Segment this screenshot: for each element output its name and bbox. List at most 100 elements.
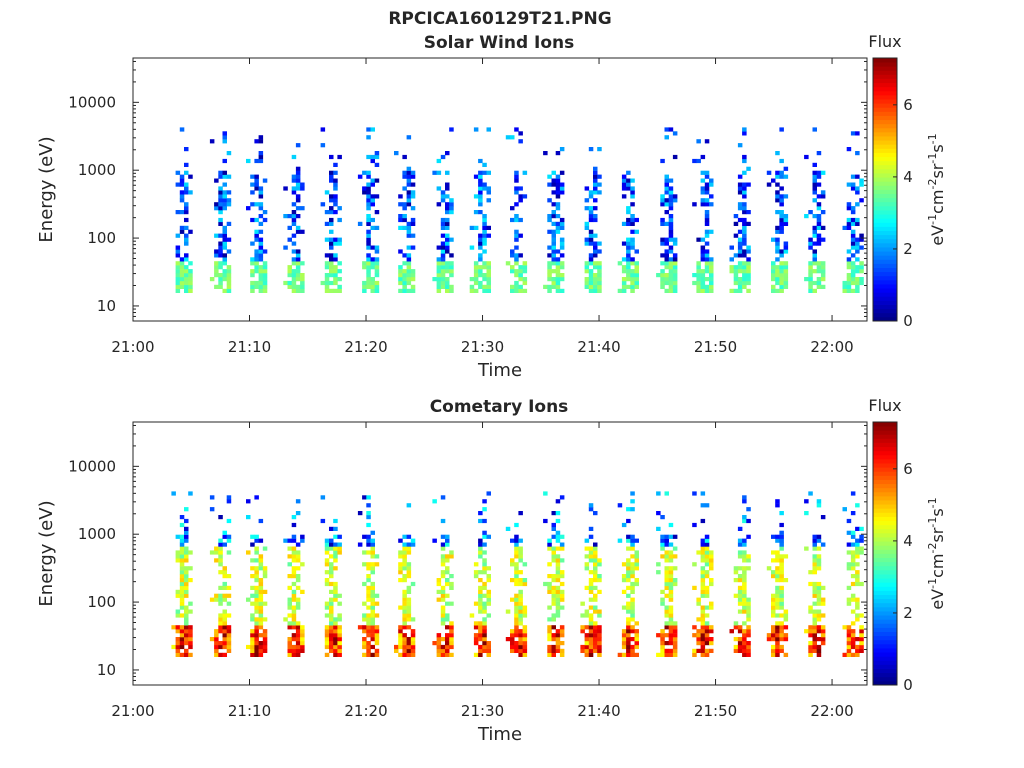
heatmap-cell <box>855 265 860 270</box>
heatmap-cell <box>660 601 665 606</box>
heatmap-cell <box>737 237 743 242</box>
heatmap-cell <box>254 495 259 500</box>
heatmap-cell <box>436 261 442 266</box>
heatmap-cell <box>449 629 454 634</box>
heatmap-cell <box>324 558 330 563</box>
heatmap-cell <box>406 613 412 618</box>
heatmap-cell <box>432 538 437 543</box>
y-axis-label: Energy (eV) <box>36 136 57 242</box>
heatmap-cell <box>258 269 264 274</box>
heatmap-cell <box>222 233 227 238</box>
colorbar-swatch <box>873 140 897 145</box>
heatmap-cell <box>551 554 556 559</box>
heatmap-cell <box>816 637 822 642</box>
heatmap-cell <box>700 170 706 175</box>
heatmap-cell <box>366 574 371 579</box>
heatmap-cell <box>514 593 519 598</box>
heatmap-cell <box>816 609 822 614</box>
heatmap-cell <box>634 633 639 638</box>
heatmap-cell <box>291 574 297 579</box>
heatmap-cell <box>742 581 747 587</box>
heatmap-cell <box>742 648 747 653</box>
heatmap-cell <box>514 245 519 250</box>
heatmap-cell <box>700 273 706 278</box>
heatmap-cell <box>370 652 375 657</box>
colorbar-swatch <box>873 70 897 75</box>
heatmap-cell <box>410 629 416 634</box>
heatmap-cell <box>291 186 297 191</box>
heatmap-cell <box>374 261 380 266</box>
heatmap-cell <box>402 597 407 602</box>
heatmap-cell <box>188 609 193 614</box>
heatmap-cell <box>855 131 860 136</box>
heatmap-cell <box>668 621 674 626</box>
heatmap-cell <box>333 566 338 571</box>
heatmap-cell <box>406 190 412 195</box>
heatmap-cell <box>742 515 747 520</box>
heatmap-cell <box>816 214 822 219</box>
heatmap-cell <box>737 554 743 559</box>
heatmap-cell <box>812 585 817 590</box>
heatmap-cell <box>440 652 446 657</box>
heatmap-cell <box>287 597 292 602</box>
x-tick-label: 21:00 <box>111 338 154 356</box>
heatmap-cell <box>262 629 268 634</box>
heatmap-cell <box>262 589 268 594</box>
colorbar-swatch <box>873 292 897 297</box>
heatmap-cell <box>775 280 780 286</box>
heatmap-cell <box>626 629 631 634</box>
heatmap-cell <box>597 633 602 638</box>
heatmap-cell <box>333 652 338 657</box>
heatmap-cell <box>398 629 403 634</box>
heatmap-cell <box>214 652 219 657</box>
heatmap-cell <box>366 182 371 187</box>
heatmap-cell <box>593 288 598 293</box>
heatmap-cell <box>559 147 565 152</box>
heatmap-cell <box>518 233 523 238</box>
heatmap-cell <box>410 581 416 587</box>
heatmap-cell <box>737 550 743 555</box>
heatmap-cell <box>630 613 635 618</box>
heatmap-cell <box>588 288 594 293</box>
heatmap-cell <box>580 601 585 606</box>
heatmap-cell <box>816 589 822 594</box>
heatmap-cell <box>775 625 780 630</box>
heatmap-cell <box>543 491 548 496</box>
heatmap-cell <box>449 198 454 203</box>
heatmap-cell <box>742 574 747 579</box>
heatmap-cell <box>634 280 639 286</box>
heatmap-cell <box>668 233 674 238</box>
heatmap-cell <box>486 170 491 175</box>
colorbar-swatch <box>873 267 897 273</box>
heatmap-cell <box>779 625 784 630</box>
heatmap-cell <box>179 284 185 289</box>
heatmap-cell <box>846 265 852 270</box>
heatmap-cell <box>746 566 751 571</box>
heatmap-cell <box>333 542 338 547</box>
heatmap-cell <box>779 253 784 258</box>
heatmap-cell <box>597 249 602 254</box>
heatmap-cell <box>473 210 479 215</box>
heatmap-cell <box>664 241 669 246</box>
heatmap-cell <box>555 534 561 539</box>
heatmap-cell <box>222 135 227 140</box>
heatmap-cell <box>672 554 678 559</box>
heatmap-cell <box>779 633 784 638</box>
heatmap-cell <box>522 269 528 274</box>
colorbar-swatch <box>873 288 897 293</box>
heatmap-cell <box>584 241 590 246</box>
heatmap-cell <box>436 597 442 602</box>
heatmap-cell <box>184 652 189 657</box>
heatmap-cell <box>593 558 598 563</box>
colorbar-swatch <box>873 156 897 162</box>
heatmap-cell <box>766 637 772 642</box>
heatmap-cell <box>621 574 627 579</box>
heatmap-cell <box>478 554 483 559</box>
heatmap-cell <box>700 280 706 286</box>
heatmap-cell <box>295 550 301 555</box>
heatmap-cell <box>855 546 860 551</box>
heatmap-cell <box>366 550 371 555</box>
heatmap-cell <box>812 186 817 191</box>
heatmap-cell <box>808 277 813 282</box>
